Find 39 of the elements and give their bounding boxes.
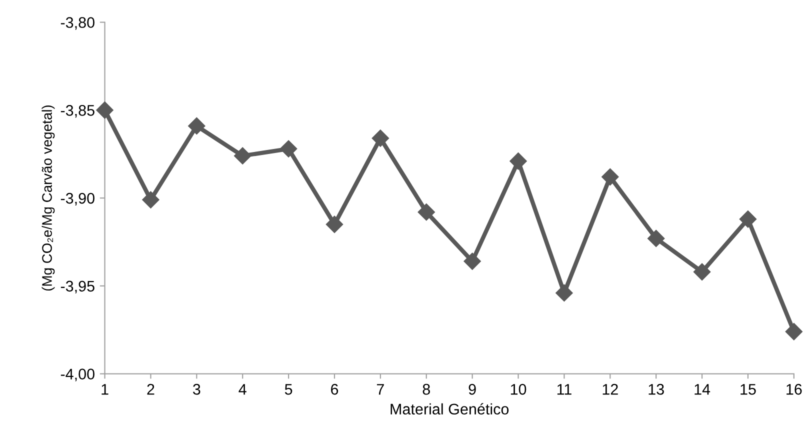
x-tick-label: 2 <box>147 384 154 395</box>
point <box>464 252 481 270</box>
point <box>234 147 252 164</box>
point <box>556 284 573 302</box>
point <box>326 216 344 233</box>
x-tick-label: 9 <box>468 384 476 395</box>
x-tick-label: 7 <box>376 384 384 395</box>
x-tick-label: 12 <box>602 384 618 395</box>
x-tick-label: 16 <box>786 384 802 395</box>
y-tick-label: -3,95 <box>60 280 94 294</box>
point <box>280 140 298 158</box>
x-tick-label: 13 <box>648 384 664 395</box>
x-tick-label: 11 <box>557 384 572 395</box>
y-tick-label: -3,80 <box>60 17 94 30</box>
x-tick-label: 6 <box>331 384 338 395</box>
x-tick-label: 14 <box>694 384 710 395</box>
point <box>96 102 114 119</box>
point <box>418 204 435 221</box>
y-tick-label: -3,90 <box>60 192 94 206</box>
point <box>739 210 757 228</box>
x-tick-label: 3 <box>193 384 200 395</box>
x-axis-title: Material Genético <box>390 403 509 415</box>
x-tick-label: 5 <box>284 384 292 395</box>
point <box>648 230 665 248</box>
point <box>693 263 711 280</box>
point <box>372 130 389 147</box>
point <box>785 323 802 340</box>
x-tick-label: 4 <box>238 384 246 395</box>
point <box>188 117 206 135</box>
point <box>142 191 160 208</box>
point <box>602 168 619 186</box>
y-tick-label: -3,85 <box>60 105 94 118</box>
x-tick-label: 10 <box>510 384 526 395</box>
x-tick-label: 15 <box>740 384 756 395</box>
x-tick-label: 1 <box>102 384 108 395</box>
y-axis-title: (Mg CO₂e/Mg Carvão vegetal) <box>42 105 55 291</box>
y-tick-label: -4,00 <box>60 368 94 382</box>
point <box>510 152 527 170</box>
x-tick-label: 8 <box>422 384 430 395</box>
